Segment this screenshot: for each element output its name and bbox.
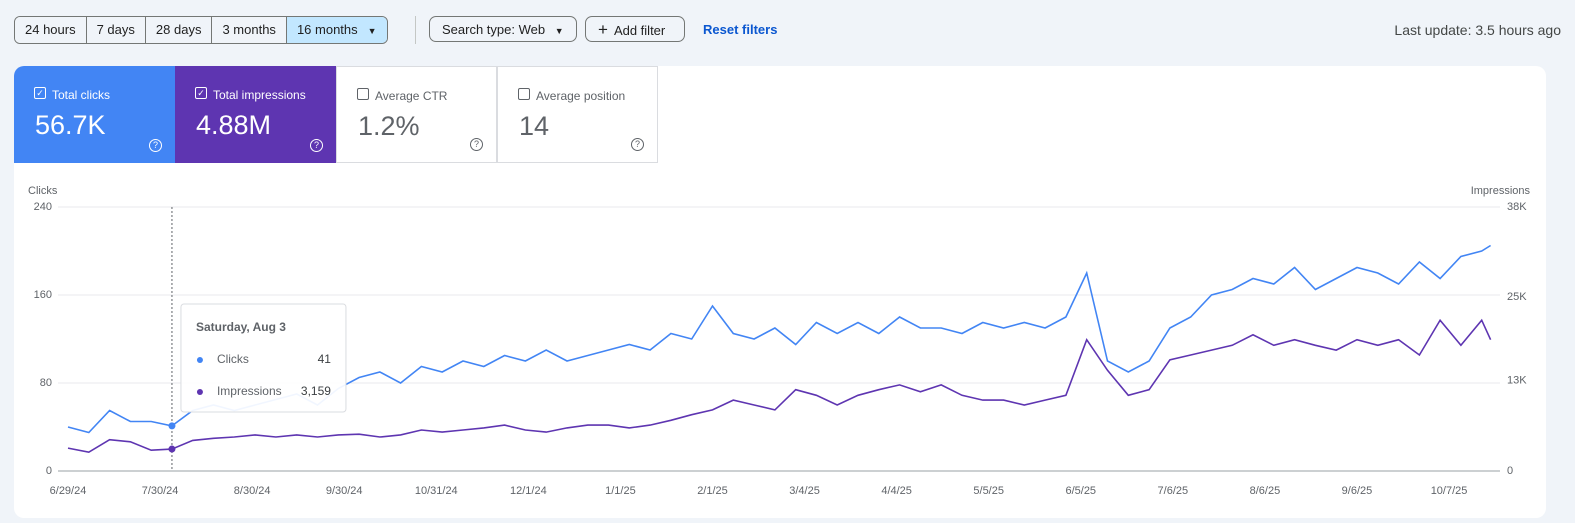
x-tick-label: 9/30/24 [326,485,363,497]
series-line [67,318,1492,454]
date-range-chip[interactable]: 3 months [212,17,287,43]
x-tick-label: 4/4/25 [881,485,912,497]
x-tick-label: 2/1/25 [697,485,728,497]
tooltip: Saturday, Aug 3 Clicks 41 Impressions 3,159 [180,303,347,413]
tooltip-value: 41 [318,352,332,366]
tooltip-swatch [196,357,203,363]
metric-label-row: Average CTR [357,88,448,103]
date-range-group: 24 hours 7 days 28 days 3 months 16 months ▼ [14,16,388,44]
y2-tick-label: 38K [1507,201,1527,213]
y-tick-label: 80 [40,377,52,389]
metric-value: 1.2% [358,111,420,141]
x-tick-label: 10/31/24 [415,485,458,497]
tooltip-swatch [196,389,203,395]
metric-value: 56.7K [35,110,106,140]
metric-value: 14 [519,111,550,141]
metric-label-row: ✓ Total clicks [34,87,111,102]
date-range-chip[interactable]: 28 days [145,17,213,43]
x-tick-label: 3/4/25 [789,485,820,497]
metric-value: 4.88M [196,110,272,140]
last-update: Last update: 3.5 hours ago [1394,22,1561,38]
y-tick-label: 240 [34,201,52,213]
metric-label-row: ✓ Total impressions [195,87,306,102]
y2-tick-label: 0 [1507,465,1513,477]
checkbox[interactable] [518,88,530,100]
checkbox[interactable] [357,88,369,100]
add-filter-label: Add filter [613,23,666,38]
hover-point [168,445,176,453]
y2-axis-title: Impressions [1471,185,1531,197]
chart: Clicks Impressions 0 80 160 240 0 13K 25K 38K 6/29… [28,185,1531,497]
search-type-button[interactable]: Search type: Web ▼ [429,16,577,42]
tooltip-title: Saturday, Aug 3 [196,320,286,334]
y2-tick-label: 25K [1507,291,1527,303]
hover-point [168,422,176,430]
x-tick-label: 8/6/25 [1250,485,1281,497]
reset-filters-link[interactable]: Reset filters [703,22,778,37]
help-icon: ? [149,139,162,152]
y-tick-label: 0 [46,465,52,477]
x-tick-label: 1/1/25 [605,485,636,497]
dropdown-arrow: ▼ [367,26,377,36]
metric-label: Total impressions [213,88,306,102]
metric-tile[interactable]: ✓ Total impressions 4.88M? [175,66,336,163]
x-tick-label: 9/6/25 [1342,485,1373,497]
tooltip-series-name: Impressions [217,384,282,398]
tooltip-series-name: Clicks [217,352,249,366]
tooltip-box [180,303,347,413]
dropdown-arrow: ▼ [554,26,564,36]
metric-label-row: Average position [518,88,626,103]
date-range-chip[interactable]: 24 hours [15,17,87,43]
x-tick-label: 5/5/25 [973,485,1004,497]
metric-tile[interactable]: ✓ Total clicks 56.7K? [14,66,175,163]
metric-label: Average CTR [375,89,448,103]
metric-tile[interactable]: Average CTR 1.2%? [336,66,497,163]
x-tick-label: 7/30/24 [142,485,179,497]
metric-label: Average position [536,89,626,103]
y-axis-title: Clicks [28,185,58,197]
metric-label: Total clicks [52,88,111,102]
x-tick-label: 12/1/24 [510,485,547,497]
performance-card: Clicks Impressions 0 80 160 240 0 13K 25K 38K 6/29… [14,66,1546,518]
y2-tick-label: 13K [1507,375,1527,387]
checkbox[interactable]: ✓ [195,87,207,99]
toolbar: 24 hours 7 days 28 days 3 months 16 months ▼ … [0,0,1575,58]
date-range-chip[interactable]: 16 months ▼ [286,17,387,43]
search-type-label: Search type: Web [442,22,546,37]
x-tick-label: 8/30/24 [234,485,271,497]
x-tick-label: 10/7/25 [1431,485,1468,497]
help-icon: ? [470,138,483,151]
plus-icon: + [598,20,608,39]
add-filter-button[interactable]: + Add filter [585,16,685,42]
x-tick-label: 7/6/25 [1158,485,1189,497]
checkbox[interactable]: ✓ [34,87,46,99]
help-icon: ? [631,138,644,151]
date-range-chip[interactable]: 7 days [86,17,146,43]
tooltip-value: 3,159 [301,384,331,398]
metric-tile[interactable]: Average position 14? [497,66,658,163]
separator [415,16,416,44]
x-tick-label: 6/5/25 [1065,485,1096,497]
help-icon: ? [310,139,323,152]
y-tick-label: 160 [34,289,52,301]
x-tick-label: 6/29/24 [50,485,87,497]
